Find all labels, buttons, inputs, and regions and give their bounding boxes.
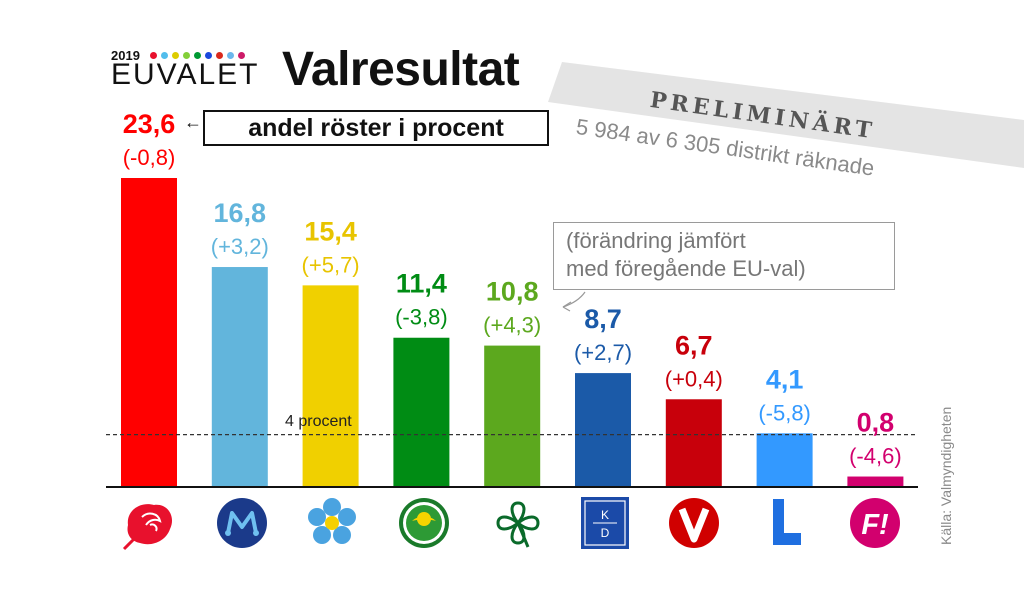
change-note: (förändring jämfört med föregående EU-va…	[553, 222, 895, 290]
change-label: (-0,8)	[123, 145, 176, 170]
bar-kd	[575, 373, 631, 487]
note-arrowhead	[562, 301, 572, 312]
value-label: 0,8	[857, 408, 895, 438]
moderates-m-icon	[212, 495, 272, 551]
value-label: 10,8	[486, 277, 539, 307]
change-note-line2: med föregående EU-val)	[566, 256, 806, 281]
svg-text:D: D	[601, 526, 610, 540]
bar-sd	[302, 285, 359, 487]
change-label: (-5,8)	[758, 400, 811, 425]
threshold-label: 4 procent	[285, 413, 352, 430]
feminist-initiative-f-icon: F!	[845, 495, 905, 551]
change-label: (+0,4)	[665, 366, 723, 391]
page-title: Valresultat	[282, 43, 520, 96]
bar-v	[665, 399, 722, 487]
preliminary-banner	[548, 62, 1024, 168]
brand-dot	[183, 52, 190, 59]
bar-s	[121, 178, 177, 487]
value-label: 15,4	[304, 216, 357, 246]
brand-dots	[150, 52, 245, 59]
brand-dot	[150, 52, 157, 59]
euvalet-logo: EUVALET	[111, 58, 260, 91]
green-party-dandelion-icon	[394, 495, 454, 551]
bar-fi	[847, 476, 904, 487]
value-label: 16,8	[214, 198, 267, 228]
left-party-v-icon	[664, 495, 724, 551]
svg-text:K: K	[601, 508, 609, 522]
value-label: 23,6	[123, 109, 176, 139]
value-label: 6,7	[675, 330, 713, 360]
bar-c	[484, 345, 541, 487]
brand-dot	[238, 52, 245, 59]
change-label: (+4,3)	[483, 313, 541, 338]
svg-text:F!: F!	[861, 509, 889, 541]
brand-dot	[216, 52, 223, 59]
chart-subtitle: andel röster i procent	[203, 110, 549, 146]
change-label: (+3,2)	[211, 234, 269, 259]
brand-dot	[227, 52, 234, 59]
value-label: 8,7	[584, 304, 622, 334]
value-label: 4,1	[766, 364, 804, 394]
change-label: (-3,8)	[395, 305, 448, 330]
change-note-line1: (förändring jämfört	[566, 228, 746, 253]
social-democrats-rose-icon	[120, 495, 180, 551]
sweden-democrats-flower-icon	[302, 495, 362, 551]
brand-dot	[194, 52, 201, 59]
bar-m	[211, 267, 268, 487]
change-label: (+5,7)	[302, 252, 360, 277]
bar-mp	[393, 337, 450, 487]
subtitle-arrow: ←	[184, 112, 202, 132]
brand-dot	[161, 52, 168, 59]
brand-dot	[172, 52, 179, 59]
brand-year: 2019	[111, 48, 140, 63]
source-label: Källa: Valmyndigheten	[938, 406, 954, 545]
brand-dot	[205, 52, 212, 59]
value-label: 11,4	[396, 269, 447, 299]
liberals-l-icon	[755, 495, 815, 551]
centre-party-clover-icon	[488, 495, 548, 551]
bar-l	[756, 433, 813, 487]
change-label: (+2,7)	[574, 340, 632, 365]
change-label: (-4,6)	[849, 444, 902, 469]
